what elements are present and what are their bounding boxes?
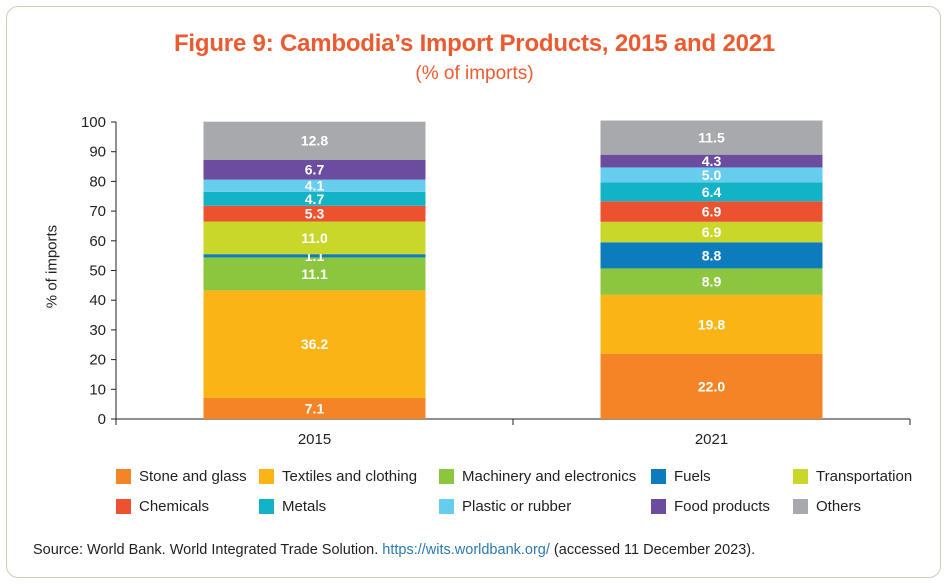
y-tick-label: 50	[89, 263, 106, 280]
legend-item: Food products	[651, 498, 770, 515]
legend-label: Plastic or rubber	[462, 498, 572, 515]
bar-segment-transportation-2021	[600, 221, 823, 243]
y-tick-label: 30	[89, 322, 106, 339]
legend-label: Chemicals	[139, 498, 210, 515]
bar-segment-metals-2015	[203, 191, 426, 206]
legend-label: Transportation	[816, 468, 913, 485]
legend-item: Stone and glass	[116, 468, 247, 485]
legend-swatch	[439, 499, 454, 514]
data-label: 6.9	[702, 224, 722, 240]
legend-item: Fuels	[651, 468, 711, 485]
data-label: 8.8	[702, 247, 722, 263]
chart-subtitle: (% of imports)	[415, 63, 534, 84]
y-tick-label: 60	[89, 233, 106, 250]
x-tick-label: 2015	[298, 431, 331, 448]
data-label: 6.7	[305, 162, 325, 178]
legend-item: Chemicals	[116, 498, 209, 515]
data-label: 5.0	[702, 167, 722, 183]
data-label: 5.3	[305, 206, 325, 222]
legend-item: Textiles and clothing	[259, 468, 417, 485]
legend-item: Metals	[259, 498, 326, 515]
source-link[interactable]: https://wits.worldbank.org/	[382, 542, 550, 558]
bar-segment-food-products-2015	[203, 159, 426, 180]
y-tick-label: 40	[89, 292, 106, 309]
legend-item: Others	[793, 498, 861, 515]
bar-segment-chemicals-2015	[203, 205, 426, 222]
bar-segment-stone-and-glass-2015	[203, 397, 426, 419]
y-tick-label: 0	[98, 411, 106, 428]
bar-segment-stone-and-glass-2021	[600, 353, 823, 419]
chart-legend: Stone and glass Textiles and clothing Mach…	[116, 468, 916, 528]
source-suffix: (accessed 11 December 2023).	[549, 542, 756, 558]
data-label: 6.9	[702, 204, 722, 220]
legend-label: Machinery and electronics	[462, 468, 637, 485]
bar-segment-food-products-2021	[600, 154, 823, 168]
bar-segment-machinery-and-electronics-2021	[600, 268, 823, 295]
x-tick-label: 2021	[695, 431, 728, 448]
data-label: 8.9	[702, 274, 722, 290]
bar-segment-plastic-or-rubber-2021	[600, 167, 823, 183]
bar-segment-plastic-or-rubber-2015	[203, 179, 426, 192]
chart-title: Figure 9: Cambodia’s Import Products, 20…	[173, 30, 776, 57]
source-note: Source: World Bank. World Integrated Tra…	[33, 542, 755, 558]
legend-label: Fuels	[674, 468, 711, 485]
legend-swatch	[259, 499, 274, 514]
legend-swatch	[439, 469, 454, 484]
legend-label: Stone and glass	[139, 468, 247, 485]
legend-swatch	[116, 499, 131, 514]
legend-item: Transportation	[793, 468, 912, 485]
data-label: 11.0	[301, 230, 328, 246]
data-label: 11.5	[698, 130, 725, 146]
legend-swatch	[793, 499, 808, 514]
source-prefix: Source: World Bank. World Integrated Tra…	[33, 542, 383, 558]
data-label: 4.1	[305, 178, 325, 194]
y-tick-label: 70	[89, 203, 106, 220]
y-tick-label: 90	[89, 144, 106, 161]
data-label: 36.2	[301, 336, 328, 352]
bar-segment-fuels-2015	[203, 254, 426, 258]
legend-swatch	[651, 469, 666, 484]
legend-item: Plastic or rubber	[439, 498, 571, 515]
bar-segment-textiles-and-clothing-2015	[203, 290, 426, 398]
legend-label: Food products	[674, 498, 770, 515]
legend-label: Textiles and clothing	[282, 468, 418, 485]
bar-segment-chemicals-2021	[600, 201, 823, 222]
legend-swatch	[259, 469, 274, 484]
bar-segment-fuels-2021	[600, 242, 823, 269]
y-tick-label: 100	[81, 114, 106, 131]
bar-segment-metals-2021	[600, 182, 823, 202]
legend-item: Machinery and electronics	[439, 468, 636, 485]
bar-segment-others-2021	[600, 120, 823, 155]
data-label: 12.8	[301, 133, 328, 149]
legend-swatch	[651, 499, 666, 514]
bar-segment-textiles-and-clothing-2021	[600, 294, 823, 354]
y-tick-label: 10	[89, 381, 106, 398]
bar-segment-machinery-and-electronics-2015	[203, 257, 426, 291]
data-label: 6.4	[702, 184, 722, 200]
legend-label: Others	[816, 498, 862, 515]
data-label: 11.1	[301, 266, 328, 282]
data-label: 22.0	[698, 378, 725, 394]
y-tick-label: 20	[89, 352, 106, 369]
legend-swatch	[793, 469, 808, 484]
legend-label: Metals	[282, 498, 327, 515]
bar-segment-transportation-2015	[203, 221, 426, 255]
data-label: 19.8	[698, 316, 725, 332]
y-tick-label: 80	[89, 173, 106, 190]
data-label: 4.3	[702, 153, 722, 169]
bar-segment-others-2015	[203, 121, 426, 160]
stacked-bar-chart: 01020304050607080901007.136.211.11.111.0…	[81, 114, 911, 448]
data-label: 7.1	[305, 400, 325, 416]
data-label: 4.7	[305, 191, 325, 207]
legend-swatch	[116, 469, 131, 484]
